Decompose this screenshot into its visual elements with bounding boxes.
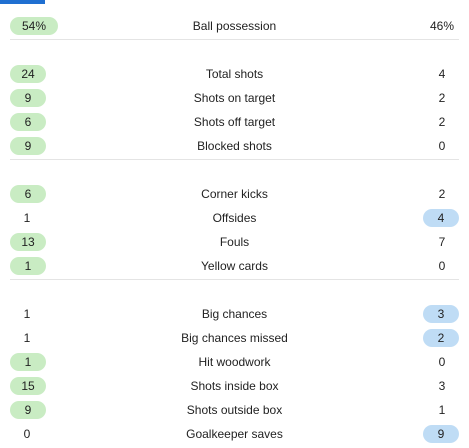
stat-row-shots-on-target: 9 Shots on target 2 — [0, 86, 469, 110]
stat-label: Shots on target — [193, 91, 276, 105]
stat-label: Total shots — [205, 67, 264, 81]
away-value: 46% — [429, 19, 455, 33]
stat-row-big-chances: 1 Big chances 3 — [0, 302, 469, 326]
away-value: 1 — [438, 403, 446, 417]
stat-label: Blocked shots — [197, 139, 272, 153]
stat-label: Big chances missed — [181, 331, 288, 345]
home-value: 9 — [10, 401, 46, 419]
away-value: 0 — [438, 259, 446, 273]
away-value: 2 — [438, 91, 446, 105]
away-value: 2 — [438, 115, 446, 129]
stat-label: Ball possession — [192, 19, 277, 33]
stat-label: Shots off target — [193, 115, 276, 129]
stat-label: Yellow cards — [201, 259, 268, 273]
stat-label: Goalkeeper saves — [186, 427, 283, 441]
away-value: 3 — [438, 379, 446, 393]
stat-row-shots-off-target: 6 Shots off target 2 — [0, 110, 469, 134]
divider — [10, 39, 459, 40]
home-value: 6 — [10, 185, 46, 203]
home-value: 15 — [10, 377, 46, 395]
stat-label: Shots outside box — [186, 403, 283, 417]
home-value: 1 — [10, 257, 46, 275]
stat-row-ball-possession: 54% Ball possession 46% — [0, 14, 469, 38]
stat-row-hit-woodwork: 1 Hit woodwork 0 — [0, 350, 469, 374]
divider — [10, 159, 459, 160]
away-value: 3 — [423, 305, 459, 323]
stat-label: Fouls — [219, 235, 250, 249]
stat-row-goalkeeper-saves: 0 Goalkeeper saves 9 — [0, 422, 469, 446]
stat-row-fouls: 13 Fouls 7 — [0, 230, 469, 254]
stat-label: Shots inside box — [190, 379, 279, 393]
away-value: 4 — [438, 67, 446, 81]
home-value: 1 — [23, 211, 31, 225]
stat-row-blocked-shots: 9 Blocked shots 0 — [0, 134, 469, 158]
divider — [10, 279, 459, 280]
home-value: 54% — [10, 17, 58, 35]
home-value: 0 — [23, 427, 31, 441]
stat-row-big-chances-missed: 1 Big chances missed 2 — [0, 326, 469, 350]
stat-row-total-shots: 24 Total shots 4 — [0, 62, 469, 86]
away-value: 4 — [423, 209, 459, 227]
home-value: 9 — [10, 89, 46, 107]
stat-label: Corner kicks — [201, 187, 268, 201]
home-value: 9 — [10, 137, 46, 155]
away-value: 9 — [423, 425, 459, 443]
stat-row-shots-outside-box: 9 Shots outside box 1 — [0, 398, 469, 422]
home-value: 1 — [23, 331, 31, 345]
away-value: 0 — [438, 355, 446, 369]
stat-row-shots-inside-box: 15 Shots inside box 3 — [0, 374, 469, 398]
stat-row-offsides: 1 Offsides 4 — [0, 206, 469, 230]
home-value: 24 — [10, 65, 46, 83]
top-bar — [0, 0, 469, 4]
home-value: 13 — [10, 233, 46, 251]
stat-label: Hit woodwork — [198, 355, 271, 369]
home-value: 1 — [23, 307, 31, 321]
stat-row-yellow-cards: 1 Yellow cards 0 — [0, 254, 469, 278]
home-value: 1 — [10, 353, 46, 371]
away-value: 7 — [438, 235, 446, 249]
home-value: 6 — [10, 113, 46, 131]
stat-row-corner-kicks: 6 Corner kicks 2 — [0, 182, 469, 206]
away-value: 2 — [438, 187, 446, 201]
stat-label: Big chances — [201, 307, 268, 321]
away-value: 0 — [438, 139, 446, 153]
away-value: 2 — [423, 329, 459, 347]
stat-label: Offsides — [212, 211, 257, 225]
active-tab-indicator — [0, 0, 45, 4]
